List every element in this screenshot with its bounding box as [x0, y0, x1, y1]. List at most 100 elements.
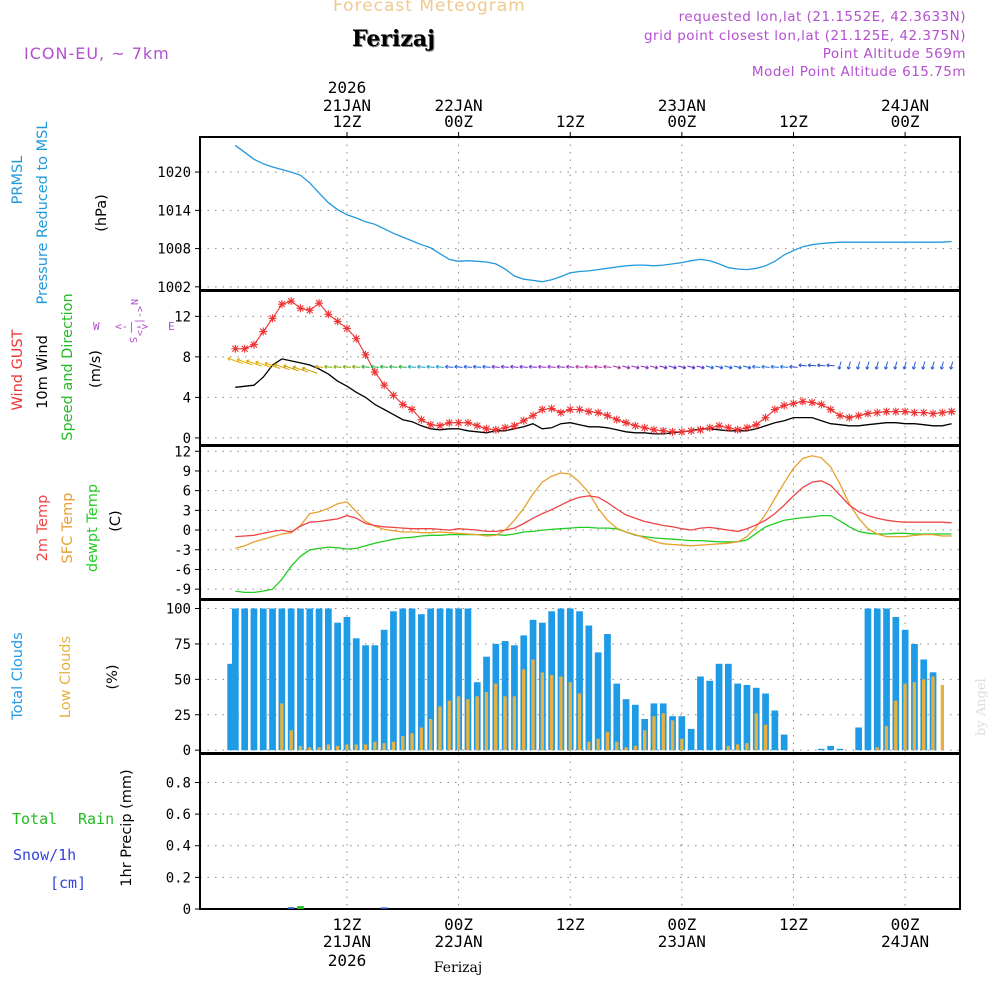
- clouds-unit-label: (%): [105, 664, 121, 689]
- top-day-label: 22JAN: [435, 96, 483, 115]
- gust-marker: [389, 391, 398, 400]
- wind-direction-arrow: [245, 359, 262, 367]
- wind-direction-arrow: [649, 365, 659, 370]
- y-tick-label: -6: [174, 562, 191, 578]
- total-cloud-bar: [297, 608, 304, 751]
- gust-marker: [873, 408, 882, 417]
- footer-station: Ferizaj: [434, 960, 482, 976]
- gust-marker: [249, 340, 258, 349]
- low-cloud-bar: [726, 745, 730, 751]
- gust-marker: [612, 415, 621, 424]
- low-cloud-bar: [903, 683, 907, 751]
- y-tick-label: 1014: [157, 203, 191, 219]
- total-cloud-bar: [427, 608, 434, 751]
- wind-direction-arrow: [463, 364, 472, 369]
- wind-direction-arrow: [612, 365, 621, 370]
- wind-direction-arrow: [949, 361, 954, 370]
- legend-snow: Snow/1h: [13, 846, 76, 864]
- total-cloud-bar: [241, 608, 248, 751]
- wind-direction-arrow: [911, 361, 916, 370]
- gust-marker: [482, 424, 491, 433]
- chart-title: Forecast Meteogram: [333, 0, 526, 16]
- low-cloud-bar: [596, 738, 600, 751]
- gust-marker: [836, 411, 844, 420]
- wind-direction-arrow: [603, 364, 612, 369]
- wind-direction-arrow: [510, 364, 519, 369]
- gust-marker: [631, 421, 640, 430]
- wind-direction-arrow: [565, 364, 575, 369]
- compass-w: W: [93, 320, 100, 333]
- gust-marker: [361, 350, 370, 359]
- top-hour-label: 00Z: [667, 112, 696, 131]
- wind-direction-arrow: [444, 364, 454, 369]
- gust-marker: [622, 418, 631, 427]
- wind-direction-arrow: [227, 357, 244, 365]
- gust-marker: [510, 421, 519, 430]
- gust-marker: [780, 401, 789, 410]
- low-cloud-bar: [615, 741, 619, 751]
- low-cloud-bar: [531, 659, 535, 751]
- low-cloud-bar: [391, 741, 396, 751]
- wind-direction-arrow: [742, 365, 752, 370]
- total-cloud-bar: [743, 685, 751, 751]
- wind-direction-arrow: [324, 364, 333, 369]
- low-cloud-bar: [745, 743, 749, 751]
- gust-marker: [463, 418, 472, 427]
- panel-frame-pressure: [199, 136, 961, 291]
- wind-direction-arrow: [789, 364, 798, 369]
- low-cloud-bar: [326, 744, 330, 751]
- y-tick-label: 0.4: [166, 839, 191, 855]
- gust-marker: [640, 423, 649, 432]
- low-cloud-bar: [754, 713, 758, 751]
- wind-direction-arrow: [640, 365, 649, 370]
- low-cloud-bar: [494, 683, 498, 751]
- compass-s: S: [127, 337, 138, 343]
- y-tick-label: 1002: [157, 280, 191, 296]
- gust-marker: [501, 423, 510, 432]
- low-cloud-bar: [447, 700, 451, 751]
- gust-marker: [696, 425, 705, 434]
- total-cloud-bar: [855, 727, 862, 751]
- gust-marker: [556, 408, 565, 417]
- gust-marker: [594, 408, 603, 417]
- y-tick-label: 25: [174, 708, 191, 724]
- wind-direction-arrow: [575, 364, 584, 369]
- wind-direction-arrow: [426, 364, 435, 369]
- gust-marker: [305, 306, 314, 315]
- point-altitude: Point Altitude 569m: [822, 46, 966, 62]
- wind-direction-arrow: [407, 364, 417, 369]
- low-cloud-bar: [512, 696, 516, 751]
- total-cloud-bar: [892, 617, 900, 751]
- low-cloud-bar: [670, 720, 675, 751]
- low-cloud-bar: [419, 727, 423, 751]
- bottom-hour-label: 12Z: [333, 915, 362, 934]
- wind-direction-arrow: [733, 365, 742, 370]
- y-tick-label: 1020: [157, 165, 191, 181]
- total-cloud-bar: [678, 716, 686, 751]
- total-cloud-bar: [352, 638, 360, 751]
- gust-marker: [603, 411, 612, 420]
- gust-marker: [649, 425, 658, 434]
- model-altitude: Model Point Altitude 615.75m: [751, 64, 966, 80]
- total-clouds-label: Total Clouds: [10, 632, 26, 720]
- low-clouds-label: Low Clouds: [58, 636, 74, 718]
- low-cloud-bar: [912, 682, 916, 751]
- gust-marker: [324, 310, 333, 319]
- y-tick-label: 50: [174, 672, 191, 688]
- wind-direction-arrow: [893, 361, 898, 370]
- total-cloud-bar: [725, 663, 732, 751]
- legend-rain: Rain: [78, 810, 114, 828]
- wind-direction-arrow: [826, 363, 835, 368]
- low-cloud-bar: [503, 696, 507, 751]
- gust-marker: [277, 300, 286, 309]
- low-cloud-bar: [466, 699, 470, 751]
- gust-marker: [370, 368, 379, 377]
- low-cloud-bar: [559, 676, 563, 751]
- wind-unit-label: (m/s): [88, 350, 104, 388]
- wind-direction-arrow: [631, 365, 640, 370]
- low-cloud-bar: [336, 745, 340, 751]
- y-tick-label: 100: [166, 602, 191, 618]
- wind-direction-arrow: [417, 364, 426, 369]
- gust-marker: [454, 418, 463, 427]
- temp-2m-line: [235, 480, 952, 538]
